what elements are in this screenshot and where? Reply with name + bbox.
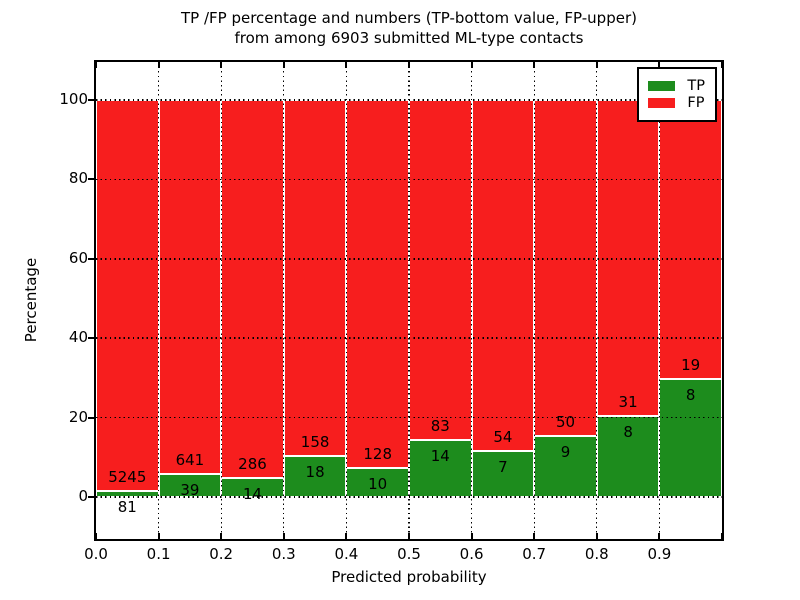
- x-tick-label: 0.6: [459, 545, 484, 563]
- chart-title-line2: from among 6903 submitted ML-type contac…: [234, 29, 584, 47]
- vertical-gridline: [533, 62, 535, 539]
- fp-bar-segment: [659, 100, 722, 380]
- y-axis-title: Percentage: [22, 257, 40, 343]
- fp-count-label: 641: [175, 451, 205, 470]
- vertical-gridline: [596, 62, 598, 539]
- y-tick-label: 100: [59, 90, 88, 109]
- x-axis-tick-top: [282, 62, 285, 68]
- x-axis-tick-top: [721, 62, 723, 68]
- x-axis-tick-bottom: [470, 533, 473, 539]
- fp-count-label: 50: [555, 413, 576, 432]
- y-axis-tick: [88, 337, 94, 340]
- x-tick-label: 0.2: [209, 545, 234, 563]
- x-tick-label: 0.8: [584, 545, 609, 563]
- tp-count-label: 8: [685, 386, 696, 405]
- x-axis-tick-bottom: [157, 533, 160, 539]
- x-axis-tick-bottom: [533, 533, 536, 539]
- y-axis-tick: [88, 495, 94, 498]
- grid-layer: [96, 62, 722, 539]
- x-axis-tick-bottom: [658, 533, 661, 539]
- x-axis-tick-bottom: [345, 533, 348, 539]
- tp-legend-swatch-icon: [648, 81, 676, 91]
- tp-count-label: 10: [368, 475, 388, 494]
- fp-count-label: 31: [618, 392, 638, 411]
- x-axis-tick-top: [157, 62, 160, 68]
- y-tick-label: 60: [68, 248, 88, 267]
- x-axis-tick-bottom: [95, 533, 97, 539]
- fp-count-label: 5245: [108, 467, 147, 486]
- x-axis-tick-top: [595, 62, 598, 68]
- plot-area: 0 20 40 60 80 100 0.0 0.1 0.2 0.3 0.4 0.5 0.6 0.7 0.8 0…: [22, 60, 724, 586]
- x-axis-tick-top: [533, 62, 536, 68]
- x-axis-tick-top: [345, 62, 348, 68]
- legend: TP FP: [637, 67, 717, 122]
- y-tick-label: 0: [78, 486, 88, 505]
- labels-layer: 5245 81 641 39 286 14 158 18 128 10 83 14 54 7 50 9 31 8 1…: [96, 62, 722, 539]
- vertical-gridline: [470, 62, 473, 539]
- x-axis-title: Predicted probability: [331, 568, 487, 586]
- x-tick-label: 0.9: [647, 545, 672, 563]
- x-tick-label: 0.3: [271, 545, 296, 563]
- x-axis-tick-top: [470, 62, 473, 68]
- fp-count-label: 19: [681, 356, 701, 375]
- y-axis-tick: [88, 99, 94, 102]
- y-axis-tick: [88, 416, 94, 419]
- vertical-gridline: [220, 62, 222, 539]
- tp-count-label: 9: [560, 443, 571, 462]
- legend-row-tp: TP: [648, 79, 705, 93]
- chart-title-line1: TP /FP percentage and numbers (TP-bottom…: [181, 9, 637, 27]
- vertical-gridline: [408, 62, 410, 539]
- tp-count-label: 81: [117, 497, 137, 516]
- y-tick-label: 20: [68, 407, 88, 426]
- tp-count-label: 8: [623, 422, 633, 441]
- x-tick-label: 0.0: [84, 545, 108, 563]
- fp-count-label: 83: [430, 416, 450, 435]
- tp-count-label: 39: [180, 481, 200, 500]
- x-tick-label: 0.5: [397, 545, 421, 563]
- y-axis-tick: [88, 257, 94, 260]
- x-axis-tick-top: [408, 62, 410, 68]
- x-axis-tick-bottom: [721, 533, 723, 539]
- fp-bar-segment: [283, 100, 347, 457]
- vertical-gridline: [345, 62, 348, 539]
- x-axis-tick-bottom: [282, 533, 285, 539]
- x-axis-tick-top: [95, 62, 97, 68]
- x-axis-tick-top: [658, 62, 661, 68]
- legend-row-fp: FP: [648, 96, 705, 110]
- tp-bar-segment: [409, 439, 472, 497]
- x-axis-tick-bottom: [408, 533, 410, 539]
- y-tick-label: 80: [68, 169, 88, 188]
- tp-count-label: 7: [498, 458, 508, 477]
- vertical-gridline: [157, 62, 160, 539]
- vertical-gridline: [658, 62, 661, 539]
- vertical-gridline: [283, 62, 285, 539]
- fp-count-label: 286: [238, 455, 267, 474]
- tp-count-label: 14: [430, 446, 450, 465]
- legend-label-fp: FP: [687, 95, 705, 111]
- x-axis-tick-bottom: [595, 533, 598, 539]
- tp-count-label: 18: [305, 463, 325, 482]
- x-tick-label: 0.1: [146, 545, 171, 563]
- chart-title: TP /FP percentage and numbers (TP-bottom…: [94, 8, 724, 48]
- fp-bar-segment: [221, 100, 284, 479]
- fp-legend-swatch-icon: [648, 98, 676, 108]
- x-axis-tick-bottom: [220, 533, 223, 539]
- fp-bar-segment: [471, 100, 535, 452]
- fp-count-label: 158: [300, 433, 330, 452]
- x-tick-label: 0.7: [522, 545, 547, 563]
- legend-label-tp: TP: [687, 78, 705, 94]
- y-tick-label: 40: [68, 328, 88, 347]
- ticks-layer: 0 20 40 60 80 100 0.0 0.1 0.2 0.3 0.4 0.5 0.6 0.7 0.8 0…: [59, 62, 723, 563]
- x-axis-tick-top: [220, 62, 223, 68]
- tp-count-label: 14: [242, 485, 263, 504]
- fp-count-label: 54: [493, 428, 513, 447]
- x-tick-label: 0.4: [334, 545, 359, 563]
- fp-count-label: 128: [363, 445, 393, 464]
- y-axis-tick: [88, 178, 94, 181]
